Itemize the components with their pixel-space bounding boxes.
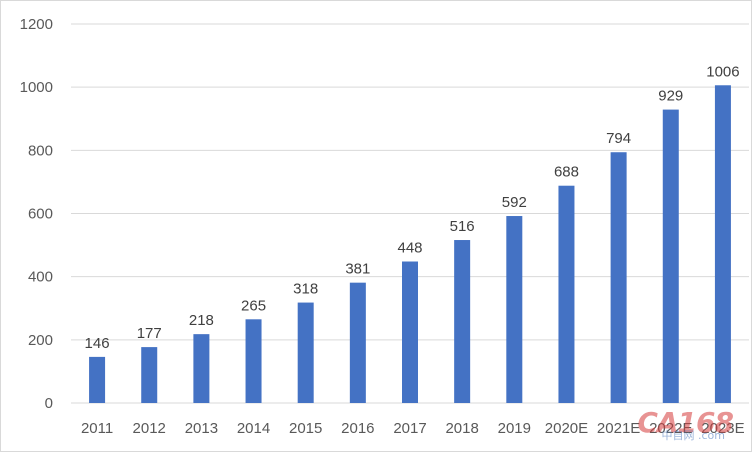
bar (454, 240, 471, 403)
bar-value-label: 265 (241, 297, 266, 314)
x-tick-label: 2018 (445, 420, 478, 437)
bar (193, 334, 210, 403)
bar-value-label: 177 (137, 325, 162, 342)
bar-value-label: 516 (450, 218, 475, 235)
x-axis-ticks: 2011 2012 2013 2014 2015 2016 2017 2018 2019 2020… (81, 420, 745, 437)
y-tick-label: 600 (28, 206, 53, 223)
bar-value-label: 146 (85, 335, 110, 352)
x-tick-label: 2019 (498, 420, 531, 437)
bar-value-label: 794 (606, 130, 631, 147)
bar-value-label: 318 (293, 281, 318, 298)
x-tick-label: 2022E (649, 420, 692, 437)
x-tick-label: 2016 (341, 420, 374, 437)
x-tick-label: 2013 (185, 420, 218, 437)
bar (245, 319, 262, 403)
bar (141, 347, 158, 403)
bar (610, 152, 627, 403)
x-tick-label: 2012 (133, 420, 166, 437)
bar-value-label: 218 (189, 312, 214, 329)
x-tick-label: 2014 (237, 420, 270, 437)
bars (89, 85, 731, 404)
bar-value-label: 1006 (706, 63, 739, 80)
watermark-logo: CA168 (637, 406, 734, 439)
x-tick-label: 2015 (289, 420, 322, 437)
bar (402, 261, 418, 403)
bar-value-label: 448 (397, 240, 422, 257)
bar (297, 302, 314, 403)
bar-value-label: 688 (554, 164, 579, 181)
y-tick-label: 0 (45, 395, 53, 412)
x-tick-label: 2021E (597, 420, 640, 437)
y-tick-label: 200 (28, 332, 53, 349)
y-tick-label: 400 (28, 269, 53, 286)
x-tick-label: 2020E (545, 420, 588, 437)
watermark-subtext: 中自网 .com (661, 429, 726, 442)
bar (662, 109, 679, 404)
data-labels: 146 177 218 265 318 381 448 516 592 688 794 929 1006 (85, 63, 740, 352)
bar-value-label: 381 (345, 261, 370, 278)
y-tick-label: 1200 (20, 16, 53, 33)
y-tick-label: 1000 (20, 79, 53, 96)
bar (349, 282, 366, 403)
bar (558, 185, 575, 403)
x-tick-label: 2023E (701, 420, 744, 437)
bar (714, 85, 731, 403)
y-axis-ticks: 0 200 400 600 800 1000 1200 (20, 16, 53, 412)
bar-value-label: 929 (658, 88, 683, 105)
bar (506, 216, 523, 403)
y-tick-label: 800 (28, 142, 53, 159)
bar (89, 356, 106, 403)
x-tick-label: 2011 (81, 420, 113, 437)
bar-value-label: 592 (502, 194, 527, 211)
x-tick-label: 2017 (393, 420, 426, 437)
